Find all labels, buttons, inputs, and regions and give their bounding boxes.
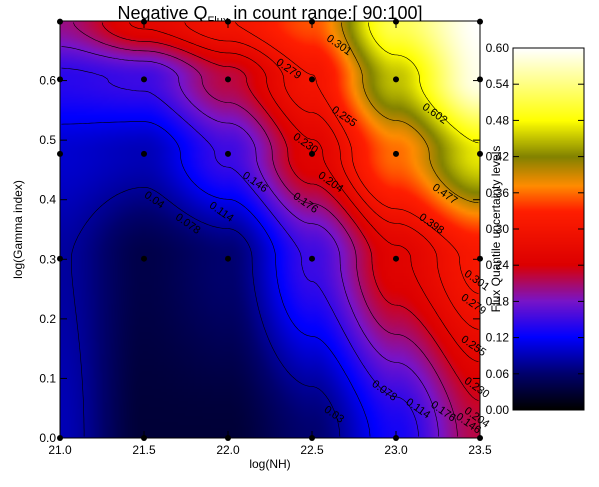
contour-line-1 <box>71 187 341 437</box>
colorbar-gradient <box>513 48 584 410</box>
x-tick-label-1: 21.5 <box>132 443 156 457</box>
cb-tick-label-4: 0.24 <box>486 258 510 272</box>
x-axis-label: log(NH) <box>249 457 290 471</box>
cb-tick-label-5: 0.30 <box>486 222 510 236</box>
cb-tick-label-3: 0.18 <box>486 294 510 308</box>
cb-tick-label-7: 0.42 <box>486 150 510 164</box>
grid-point-14 <box>225 150 231 157</box>
cb-tick-label-8: 0.48 <box>486 113 510 127</box>
contour-line-8 <box>184 22 479 330</box>
cb-tick-label-1: 0.06 <box>486 367 510 381</box>
title-suffix: in count range:[ 90:100] <box>228 3 422 23</box>
y-tick-label-6: 0.6 <box>39 74 56 88</box>
grid-point-7 <box>141 255 147 262</box>
y-tick-label-3: 0.3 <box>39 252 56 266</box>
contour-lines <box>61 22 479 437</box>
heatmap-image <box>60 21 480 438</box>
contour-line-11 <box>368 22 479 144</box>
cb-tick-label-6: 0.36 <box>486 186 510 200</box>
colorbar-label: Flux Quantile uncertainty levels <box>489 146 503 313</box>
y-axis-label: log(Gamma index) <box>11 180 25 279</box>
grid-points <box>57 18 483 441</box>
y-tick-label-5: 0.5 <box>39 133 56 147</box>
y-tick-label-2: 0.2 <box>39 312 56 326</box>
contour-line-3 <box>61 67 419 437</box>
contour-line-2 <box>61 121 371 437</box>
grid-point-19 <box>141 76 147 83</box>
contour-line-4 <box>61 46 439 437</box>
x-tick-label-3: 22.5 <box>300 443 324 457</box>
grid-point-22 <box>393 76 399 83</box>
contour-line-10 <box>341 22 479 203</box>
y-tick-label-1: 0.1 <box>39 371 56 385</box>
cb-tick-label-2: 0.12 <box>486 331 510 345</box>
contour-line-5 <box>73 22 458 437</box>
cb-tick-label-9: 0.54 <box>486 77 510 91</box>
cb-tick-label-10: 0.60 <box>486 41 510 55</box>
chart-title: Negative QFlux in count range:[ 90:100] <box>118 3 423 27</box>
grid-point-10 <box>393 255 399 262</box>
x-tick-label-5: 23.5 <box>468 443 492 457</box>
y-tick-label-4: 0.4 <box>39 193 56 207</box>
colorbar-ticks: 0.00 0.06 0.12 0.18 0.24 0.30 0.36 0.42 0.48 0.54… <box>486 41 584 417</box>
cb-tick-label-0: 0.00 <box>486 403 510 417</box>
y-axis: 0.0 0.1 0.2 0.3 0.4 0.5 0.6 <box>39 74 480 445</box>
colorbar: 0.00 0.06 0.12 0.18 0.24 0.30 0.36 0.42 0.48 0.54… <box>486 41 585 417</box>
x-axis: 21.0 21.5 22.0 22.5 23.0 23.5 <box>48 21 492 457</box>
grid-point-9 <box>309 255 315 262</box>
x-tick-label-0: 21.0 <box>48 443 72 457</box>
x-tick-label-2: 22.0 <box>216 443 240 457</box>
contour-line-7 <box>129 22 479 362</box>
grid-point-20 <box>225 76 231 83</box>
grid-point-8 <box>225 255 231 262</box>
contour-line-6 <box>101 22 479 401</box>
contour-line-9 <box>235 22 479 294</box>
grid-point-16 <box>393 150 399 157</box>
grid-point-13 <box>141 150 147 157</box>
y-tick-label-0: 0.0 <box>39 431 56 445</box>
title-prefix: Negative Q <box>118 3 208 23</box>
plot-frame <box>59 20 481 439</box>
grid-point-21 <box>309 76 315 83</box>
grid-point-15 <box>309 150 315 157</box>
x-tick-label-4: 23.0 <box>384 443 408 457</box>
plot-area: 0.3010.2790.2550.2300.2040.1760.1460.114… <box>57 18 491 441</box>
